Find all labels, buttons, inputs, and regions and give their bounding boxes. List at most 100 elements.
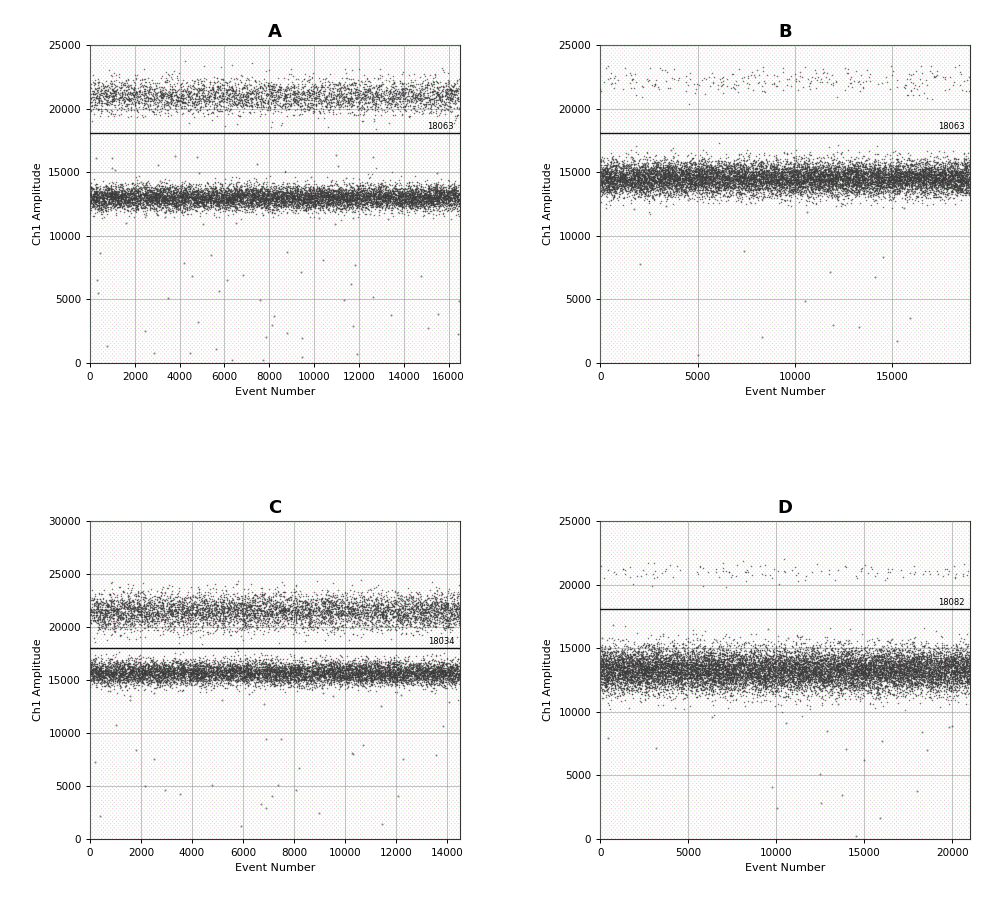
Point xyxy=(134,674,150,688)
Point xyxy=(694,667,710,681)
Point xyxy=(791,661,807,676)
Point xyxy=(725,175,741,189)
Point xyxy=(730,659,746,674)
Point xyxy=(743,672,759,686)
Point xyxy=(420,86,436,100)
Point xyxy=(144,195,160,209)
Point xyxy=(147,87,163,101)
Point xyxy=(143,190,159,205)
Point xyxy=(282,666,298,680)
Point xyxy=(766,164,782,179)
Point xyxy=(807,666,823,680)
Point xyxy=(302,612,318,627)
Point xyxy=(894,179,910,194)
Point xyxy=(103,103,119,117)
Point xyxy=(948,660,964,675)
Point xyxy=(875,660,891,675)
Point xyxy=(100,605,116,620)
Point xyxy=(950,665,966,679)
Point xyxy=(173,595,189,610)
Point xyxy=(820,672,836,686)
Point xyxy=(844,676,860,690)
Point xyxy=(196,193,212,207)
Point xyxy=(353,675,369,689)
Point xyxy=(183,102,199,116)
Point xyxy=(113,194,129,208)
Point xyxy=(756,170,772,184)
Point xyxy=(675,652,691,667)
Point xyxy=(779,658,795,673)
Point xyxy=(865,191,881,206)
Point xyxy=(706,166,722,180)
Point xyxy=(269,674,285,688)
Point xyxy=(630,172,646,187)
Point xyxy=(225,667,241,682)
Point xyxy=(739,165,755,179)
Point xyxy=(782,176,798,190)
Point xyxy=(173,672,189,686)
Point xyxy=(302,602,318,616)
Point xyxy=(361,190,377,205)
Point xyxy=(251,655,267,669)
Point xyxy=(320,186,336,200)
Point xyxy=(822,664,838,678)
Point xyxy=(738,672,754,686)
Point xyxy=(912,649,928,663)
Point xyxy=(97,613,113,628)
Point xyxy=(958,637,974,651)
Point xyxy=(371,82,387,97)
Point xyxy=(192,660,208,675)
Point xyxy=(148,656,164,670)
Point xyxy=(950,655,966,669)
Point xyxy=(220,189,236,204)
Point xyxy=(320,93,336,107)
Point xyxy=(149,195,165,209)
Point xyxy=(941,673,957,687)
Point xyxy=(796,168,812,182)
Point xyxy=(198,666,214,680)
Point xyxy=(200,669,216,684)
Point xyxy=(894,658,910,673)
Point xyxy=(949,181,965,196)
Point xyxy=(219,194,235,208)
Point xyxy=(615,171,631,186)
Point xyxy=(103,190,119,205)
Point xyxy=(135,195,151,209)
Point xyxy=(922,660,938,675)
Point xyxy=(174,605,190,620)
Point xyxy=(104,191,120,206)
Point xyxy=(844,673,860,687)
Point xyxy=(789,160,805,174)
Point xyxy=(276,187,292,201)
Point xyxy=(914,658,930,672)
Point xyxy=(338,190,354,205)
Point xyxy=(134,181,150,196)
Point xyxy=(444,594,460,608)
Point xyxy=(602,168,618,182)
Point xyxy=(635,667,651,682)
Point xyxy=(779,676,795,691)
Point xyxy=(615,159,631,173)
Point xyxy=(157,675,173,689)
Point xyxy=(806,667,822,681)
Point xyxy=(141,605,157,620)
Point xyxy=(219,599,235,613)
Point xyxy=(888,667,904,681)
Point xyxy=(377,594,393,609)
Point xyxy=(205,667,221,681)
Point xyxy=(208,610,224,624)
Point xyxy=(612,667,628,681)
Point xyxy=(825,161,841,175)
Point xyxy=(674,671,690,686)
Point xyxy=(664,179,680,194)
Point xyxy=(94,83,110,97)
Point xyxy=(446,84,462,98)
Point xyxy=(425,200,441,215)
Point xyxy=(845,171,861,186)
Point xyxy=(221,662,237,676)
Point xyxy=(283,92,299,106)
Point xyxy=(729,645,745,659)
Point xyxy=(422,92,438,106)
Point xyxy=(269,672,285,686)
Point xyxy=(653,660,669,675)
